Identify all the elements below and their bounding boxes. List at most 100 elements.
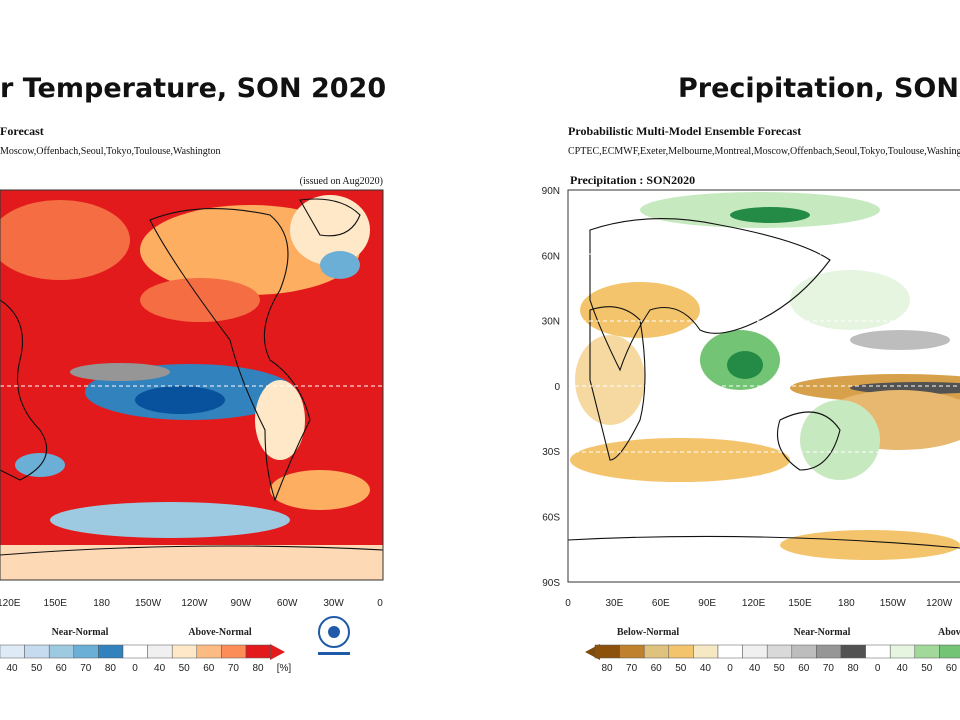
legend-below: Below-Normal <box>617 627 679 638</box>
legend-swatch <box>594 644 620 659</box>
x-label: 60W <box>277 598 298 609</box>
legend-value: 40 <box>154 663 166 674</box>
temperature-map <box>0 190 383 580</box>
legend-swatch <box>619 644 645 659</box>
legend-value: 40 <box>700 663 712 674</box>
legend-swatch <box>693 644 719 659</box>
legend-swatch <box>221 644 247 659</box>
left-arrow <box>270 644 285 660</box>
legend-swatch <box>147 644 173 659</box>
legend-value: 50 <box>921 663 933 674</box>
precipitation-map <box>568 190 960 582</box>
left-subtitle: Forecast <box>0 124 44 138</box>
legend-swatch <box>245 644 271 659</box>
left-title: r Temperature, SON 2020 <box>0 73 386 104</box>
legend-value: 70 <box>80 663 92 674</box>
legend-swatch <box>643 644 670 659</box>
legend-swatch <box>196 644 222 659</box>
legend-value: 50 <box>179 663 191 674</box>
x-label: 90W <box>231 598 252 609</box>
x-label: 150E <box>44 598 68 609</box>
right-frame <box>567 189 960 583</box>
grid-lines <box>568 253 960 519</box>
x-label: 30W <box>323 598 344 609</box>
x-label: 120E <box>0 598 21 609</box>
legend-above: Abov <box>938 627 960 638</box>
legend-value: 80 <box>847 663 859 674</box>
legend-swatch <box>0 644 25 659</box>
legend-value: 40 <box>749 663 761 674</box>
x-label: 150W <box>135 598 162 609</box>
legend-swatch <box>840 644 866 659</box>
x-label: 150W <box>880 598 907 609</box>
legend-value: 60 <box>651 663 663 674</box>
legend-value: 80 <box>601 663 613 674</box>
x-label: 120W <box>181 598 208 609</box>
y-label: 30N <box>542 317 560 328</box>
x-label: 0 <box>377 598 383 609</box>
y-label: 60N <box>542 251 560 262</box>
legend-swatch <box>865 644 891 659</box>
legend-value: 70 <box>626 663 638 674</box>
legend-value: 60 <box>798 663 810 674</box>
legend-swatch <box>742 644 768 659</box>
legend-swatch <box>717 644 743 659</box>
legend-swatch <box>24 644 50 659</box>
legend-swatch <box>939 644 960 659</box>
legend-value: 50 <box>774 663 786 674</box>
legend-near: Near-Normal <box>794 627 851 638</box>
legend-unit: [%] <box>277 663 292 674</box>
legend-value: 60 <box>56 663 68 674</box>
y-label: 0 <box>554 382 560 393</box>
x-label: 120W <box>926 598 953 609</box>
legend-swatch <box>171 644 198 659</box>
legend-value: 70 <box>823 663 835 674</box>
legend-swatch <box>889 644 916 659</box>
y-label: 90S <box>542 578 560 589</box>
legend-value: 80 <box>252 663 264 674</box>
legend-swatch <box>668 644 694 659</box>
map-title: Precipitation : SON2020 <box>570 173 695 187</box>
legend-swatch <box>766 644 793 659</box>
y-label: 30S <box>542 447 560 458</box>
y-label: 90N <box>542 186 560 197</box>
y-label: 60S <box>542 513 560 524</box>
legend-swatch <box>791 644 817 659</box>
wmo-logo <box>318 616 350 655</box>
left-frame <box>0 189 384 581</box>
legend-swatch <box>816 644 842 659</box>
legend-swatch <box>98 644 124 659</box>
legend-value: 0 <box>875 663 881 674</box>
x-label: 180 <box>93 598 110 609</box>
right-title: Precipitation, SON 20 <box>678 73 960 104</box>
right-centres: CPTEC,ECMWF,Exeter,Melbourne,Montreal,Mo… <box>568 146 960 157</box>
legend-value: 40 <box>6 663 18 674</box>
issued: (issued on Aug2020) <box>300 176 383 187</box>
x-label: 60E <box>652 598 670 609</box>
x-label: 30E <box>606 598 624 609</box>
x-label: 180 <box>838 598 855 609</box>
right-subtitle: Probabilistic Multi-Model Ensemble Forec… <box>568 124 801 138</box>
legend-value: 0 <box>132 663 138 674</box>
legend-value: 70 <box>228 663 240 674</box>
legend-swatch <box>48 644 75 659</box>
x-label: 0 <box>565 598 571 609</box>
x-label: 120E <box>742 598 766 609</box>
legend-value: 50 <box>675 663 687 674</box>
legend-above: Above-Normal <box>188 627 252 638</box>
legend-near: Near-Normal <box>52 627 109 638</box>
legend-value: 60 <box>946 663 958 674</box>
legend-swatch <box>122 644 148 659</box>
x-label: 90E <box>698 598 716 609</box>
legend-swatch <box>73 644 99 659</box>
legend-swatch <box>914 644 940 659</box>
legend-value: 80 <box>105 663 117 674</box>
x-label: 150E <box>788 598 812 609</box>
legend-value: 0 <box>727 663 733 674</box>
left-centres: Moscow,Offenbach,Seoul,Tokyo,Toulouse,Wa… <box>0 146 221 157</box>
legend-value: 60 <box>203 663 215 674</box>
legend-value: 50 <box>31 663 43 674</box>
legend-value: 40 <box>897 663 909 674</box>
